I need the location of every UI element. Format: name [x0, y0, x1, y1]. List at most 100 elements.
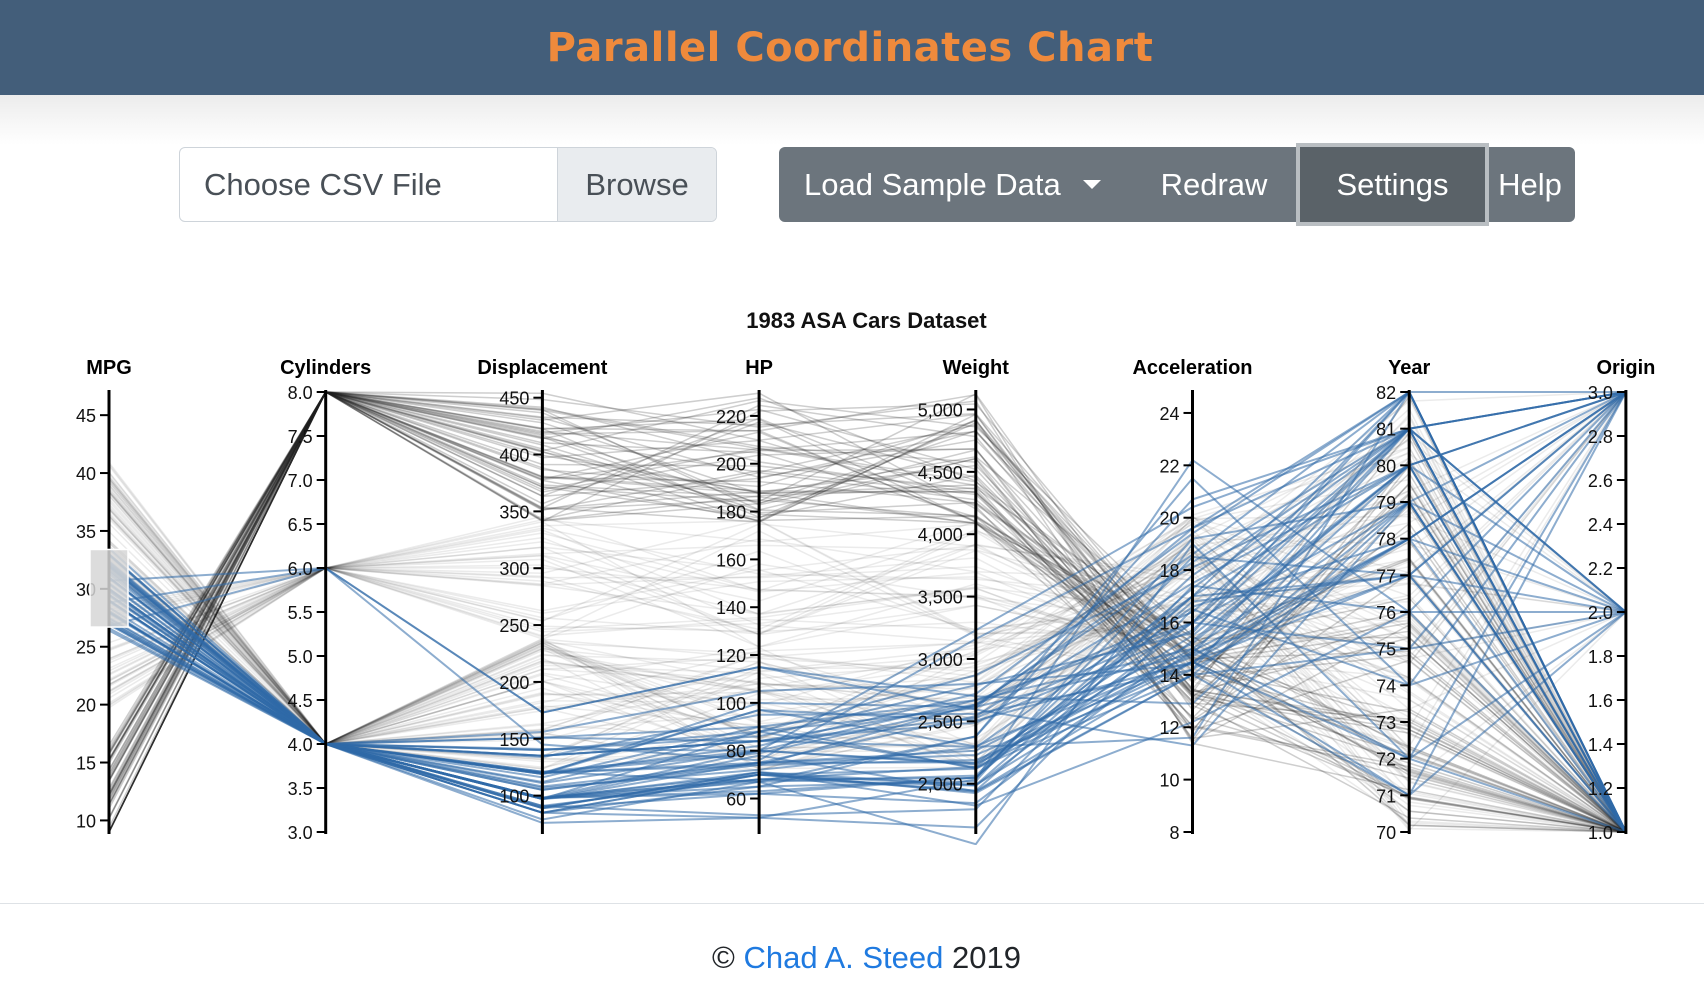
- tick-label: 35: [76, 522, 96, 542]
- tick-label: 80: [1376, 456, 1396, 476]
- tick-label: 350: [499, 502, 529, 522]
- axis-displacement[interactable]: 100 150 200 250 300 350 400 450 Displacement: [477, 357, 608, 834]
- axis-origin[interactable]: 1.0 1.2 1.4 1.6 1.8 2.0 2.2 2.4 2.6 2.8 3.0 Origin: [1588, 357, 1655, 843]
- tick-label: 5.0: [288, 647, 313, 667]
- brush-selection[interactable]: [89, 548, 129, 628]
- file-input-placeholder[interactable]: Choose CSV File: [204, 166, 442, 202]
- tick-label: 300: [499, 559, 529, 579]
- axis-hp[interactable]: 60 80 100 120 140 160 180 200 220 HP: [716, 357, 773, 834]
- csv-file-input[interactable]: Choose CSV File Browse: [179, 147, 717, 222]
- context-line: [108, 492, 1627, 833]
- tick-label: 78: [1376, 530, 1396, 550]
- highlighted-line: [108, 427, 1627, 762]
- tick-label: 6.0: [288, 559, 313, 579]
- tick-label: 70: [1376, 823, 1396, 843]
- axis-acceleration[interactable]: 8 10 12 14 16 18 20 22 24 Acceleration: [1132, 357, 1252, 843]
- axis-weight[interactable]: 2,000 2,500 3,000 3,500 4,000 4,500 5,000 Weigh…: [918, 357, 1010, 834]
- footer-year: 2019: [952, 940, 1021, 975]
- app-title: Parallel Coordinates Chart: [546, 24, 1154, 71]
- tick-label: 5,000: [918, 400, 963, 420]
- context-line: [108, 391, 1627, 833]
- tick-label: 80: [726, 742, 746, 762]
- axis-label: Year: [1388, 357, 1430, 379]
- tick-label: 7.0: [288, 471, 313, 491]
- tick-label: 180: [716, 503, 746, 523]
- context-line: [108, 543, 1627, 833]
- axis-cylinders[interactable]: 3.0 3.5 4.0 4.5 5.0 5.5 6.0 6.5 7.0 7.5 8.0 Cylinde…: [280, 357, 371, 843]
- context-line: [108, 391, 1627, 745]
- load-sample-data-dropdown[interactable]: Load Sample Data: [779, 147, 1128, 222]
- tick-label: 150: [499, 730, 529, 750]
- context-line: [108, 391, 1627, 833]
- tick-label: 2.2: [1588, 559, 1613, 579]
- tick-label: 2,500: [918, 712, 963, 732]
- context-line: [108, 489, 1627, 833]
- context-line: [108, 531, 1627, 833]
- context-line: [108, 452, 1627, 745]
- context-line: [108, 391, 1627, 833]
- redraw-button[interactable]: Redraw: [1160, 166, 1268, 202]
- tick-label: 4.5: [288, 691, 313, 711]
- tick-label: 2.0: [1588, 603, 1613, 623]
- author-link[interactable]: Chad A. Steed: [743, 940, 944, 975]
- context-line: [108, 390, 1627, 833]
- tick-label: 10: [76, 811, 96, 831]
- context-line: [108, 391, 1627, 833]
- footer: © Chad A. Steed 2019: [0, 940, 1704, 976]
- context-line: [108, 391, 1627, 764]
- tick-label: 40: [76, 464, 96, 484]
- app-header: Parallel Coordinates Chart: [0, 0, 1704, 95]
- context-line: [108, 391, 1627, 833]
- context-line: [108, 527, 1627, 833]
- axis-label: Displacement: [477, 357, 607, 379]
- tick-label: 220: [716, 407, 746, 427]
- context-line: [108, 491, 1627, 833]
- tick-label: 1.8: [1588, 647, 1613, 667]
- context-line: [108, 391, 1627, 833]
- context-line: [108, 390, 1626, 833]
- tick-label: 14: [1159, 666, 1179, 686]
- axis-label: HP: [745, 357, 773, 379]
- tick-label: 74: [1376, 676, 1396, 696]
- tick-label: 400: [499, 446, 529, 466]
- tick-label: 60: [726, 790, 746, 810]
- tick-label: 77: [1376, 566, 1396, 586]
- tick-label: 1.6: [1588, 691, 1613, 711]
- tick-label: 25: [76, 638, 96, 658]
- context-line: [108, 391, 1627, 833]
- parallel-coordinates-chart[interactable]: 1015202530354045MPG3.03.54.04.55.05.56.0…: [0, 345, 1704, 845]
- context-line: [108, 391, 1627, 833]
- context-line: [108, 391, 1627, 833]
- context-line: [108, 391, 1627, 833]
- axis-year[interactable]: 70 71 72 73 74 75 76 77 78 79 80 81 82 Year: [1376, 357, 1430, 843]
- context-line: [108, 391, 1627, 833]
- tick-label: 2,000: [918, 775, 963, 795]
- tick-label: 2.6: [1588, 471, 1613, 491]
- settings-button[interactable]: Settings: [1300, 147, 1485, 222]
- context-line: [108, 543, 1627, 833]
- tick-label: 45: [76, 406, 96, 426]
- axis-label: Acceleration: [1132, 357, 1252, 379]
- tick-label: 73: [1376, 713, 1396, 733]
- context-line: [108, 546, 1627, 833]
- tick-label: 2.8: [1588, 427, 1613, 447]
- context-line: [108, 462, 1627, 833]
- context-line: [108, 530, 1627, 833]
- context-line: [108, 390, 1627, 833]
- browse-button[interactable]: Browse: [557, 148, 716, 221]
- context-line: [108, 567, 1627, 833]
- context-line: [108, 532, 1627, 833]
- context-line: [108, 391, 1627, 833]
- context-line: [108, 391, 1627, 833]
- help-button[interactable]: Help: [1498, 166, 1562, 202]
- context-line: [108, 465, 1626, 833]
- context-line: [108, 391, 1627, 833]
- context-line: [108, 391, 1627, 833]
- tick-label: 8: [1169, 823, 1179, 843]
- context-line: [108, 391, 1627, 833]
- context-line: [108, 482, 1627, 833]
- axis-label: MPG: [86, 357, 132, 379]
- tick-label: 450: [499, 389, 529, 409]
- axis-label: Origin: [1596, 357, 1655, 379]
- context-line: [108, 391, 1627, 833]
